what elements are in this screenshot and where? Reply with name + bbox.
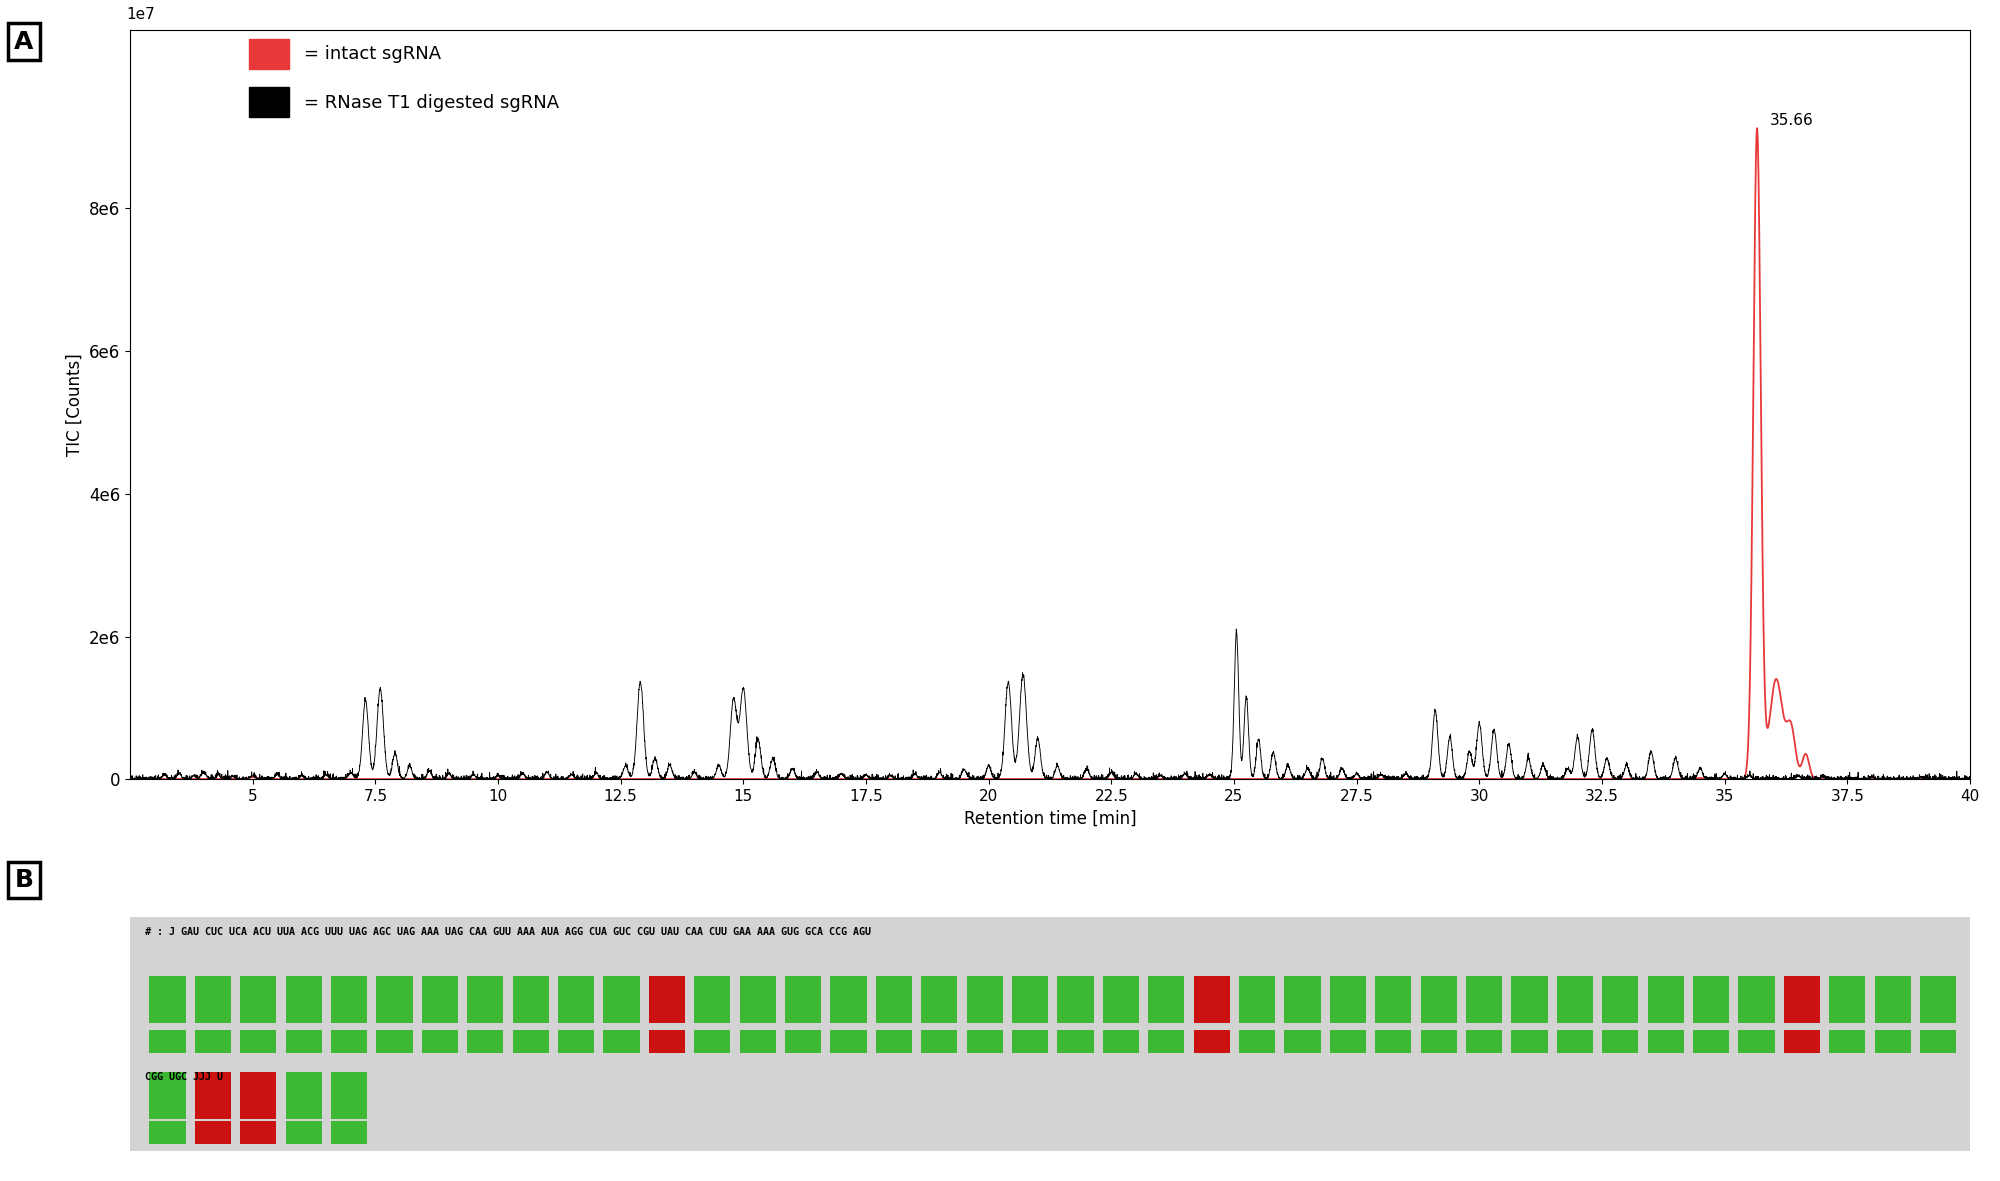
Bar [648,976,684,1023]
Bar [1330,976,1366,1023]
Bar [1284,1030,1320,1053]
Bar [1466,1030,1502,1053]
Bar [422,976,458,1023]
Bar [1466,976,1502,1023]
Bar [376,976,412,1023]
Bar [1648,976,1684,1023]
Bar [784,976,822,1023]
Bar [966,976,1002,1023]
Bar [922,1030,958,1053]
Bar [1692,976,1730,1023]
Bar [286,976,322,1023]
Legend: = intact sgRNA, = RNase T1 digested sgRNA: = intact sgRNA, = RNase T1 digested sgRN… [250,39,558,117]
Bar [558,1030,594,1053]
Bar [1058,976,1094,1023]
Bar [330,1072,368,1118]
Bar [1058,1030,1094,1053]
Bar [286,1072,322,1118]
Bar [876,976,912,1023]
Bar [604,976,640,1023]
Bar [376,1030,412,1053]
Bar [194,1030,230,1053]
Bar [784,1030,822,1053]
Bar [1376,976,1412,1023]
Bar [1648,1030,1684,1053]
Bar [1602,976,1638,1023]
Bar [1420,976,1456,1023]
Text: 35.66: 35.66 [1770,113,1814,129]
Bar [648,1030,684,1053]
Bar [1330,1030,1366,1053]
Bar [1420,1030,1456,1053]
Bar [1830,976,1866,1023]
Bar [286,1030,322,1053]
Text: # : J GAU CUC UCA ACU UUA ACG UUU UAG AGC UAG AAA UAG CAA GUU AAA AUA AGG CUA GU: # : J GAU CUC UCA ACU UUA ACG UUU UAG AG… [144,927,870,937]
Bar [1102,976,1138,1023]
Bar [694,976,730,1023]
Bar [966,1030,1002,1053]
Bar [422,1030,458,1053]
Bar [1284,976,1320,1023]
Bar [194,976,230,1023]
Bar [1874,976,1910,1023]
Bar [558,976,594,1023]
Bar [330,1121,368,1144]
Bar [1012,976,1048,1023]
Bar [1148,976,1184,1023]
Bar [1556,976,1592,1023]
Bar [830,976,866,1023]
Bar [150,1072,186,1118]
Bar [740,976,776,1023]
Bar [876,1030,912,1053]
Bar [150,976,186,1023]
Bar [1376,1030,1412,1053]
Bar [1920,1030,1956,1053]
Bar [240,976,276,1023]
Text: CGG UGC JJJ U: CGG UGC JJJ U [144,1072,222,1082]
Bar [1012,1030,1048,1053]
Y-axis label: TIC [Counts]: TIC [Counts] [66,353,84,456]
Bar [1512,976,1548,1023]
Text: B: B [14,868,34,892]
Bar [194,1121,230,1144]
Bar [1692,1030,1730,1053]
Bar [1738,1030,1774,1053]
Bar [922,976,958,1023]
Bar [512,976,548,1023]
Bar [604,1030,640,1053]
Text: A: A [14,30,34,53]
Bar [286,1121,322,1144]
Bar [150,1121,186,1144]
Bar [1194,976,1230,1023]
Bar [240,1121,276,1144]
Bar [194,1072,230,1118]
Bar [468,1030,504,1053]
Bar [240,1072,276,1118]
Bar [330,976,368,1023]
Bar [1102,1030,1138,1053]
Bar [1874,1030,1910,1053]
Bar [240,1030,276,1053]
Bar [1194,1030,1230,1053]
Bar [1512,1030,1548,1053]
Bar [330,1030,368,1053]
Bar [830,1030,866,1053]
Bar [512,1030,548,1053]
Bar [1238,1030,1276,1053]
Bar [1602,1030,1638,1053]
Bar [1556,1030,1592,1053]
X-axis label: Retention time [min]: Retention time [min] [964,810,1136,828]
Bar [740,1030,776,1053]
Bar [1738,976,1774,1023]
Bar [150,1030,186,1053]
Bar [468,976,504,1023]
Bar [1830,1030,1866,1053]
Bar [1920,976,1956,1023]
Text: 1e7: 1e7 [126,7,156,22]
Bar [1148,1030,1184,1053]
Bar [694,1030,730,1053]
Bar [1784,1030,1820,1053]
Bar [1238,976,1276,1023]
Bar [1784,976,1820,1023]
